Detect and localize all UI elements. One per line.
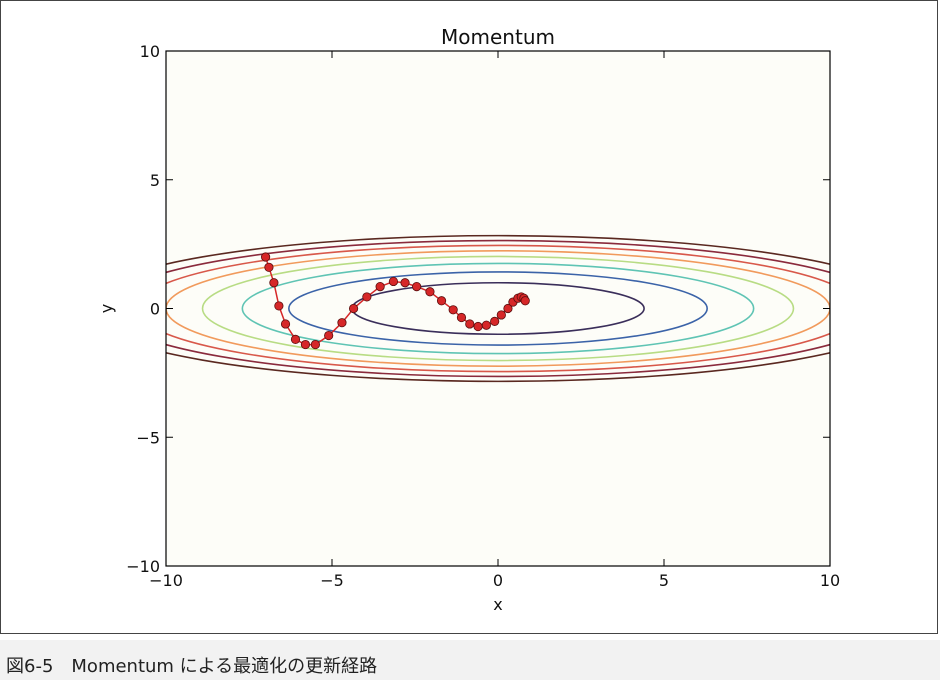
path-point	[375, 282, 385, 292]
y-tick-label: 0	[150, 300, 160, 319]
path-point	[290, 334, 301, 344]
path-point	[465, 319, 475, 329]
path-point	[503, 303, 513, 314]
contour-line-4	[166, 250, 830, 367]
x-axis-label: x	[493, 595, 502, 614]
path-point	[388, 276, 399, 287]
plot-area	[166, 51, 830, 566]
contour-line-3	[201, 255, 795, 362]
x-tick-label: 5	[659, 571, 669, 590]
path-point	[425, 287, 435, 297]
x-tick-label: 0	[493, 571, 503, 590]
path-point	[412, 282, 422, 292]
path-point	[348, 303, 359, 314]
path-point	[436, 296, 447, 306]
path-point	[264, 262, 274, 272]
path-point	[496, 310, 506, 320]
path-point	[400, 278, 410, 288]
y-tick-label: −5	[136, 428, 160, 447]
path-point	[310, 339, 320, 350]
path-point	[337, 318, 347, 328]
y-tick-label: 5	[150, 171, 160, 190]
contour-line-7	[166, 234, 830, 383]
path-point	[448, 305, 458, 315]
path-point	[520, 296, 530, 306]
momentum-chart: Momentum −10 −5 0 5 10 −10 −5 0 5 10 x y	[97, 25, 840, 614]
path-point	[269, 278, 279, 288]
path-point	[456, 312, 467, 323]
path-point	[280, 319, 291, 329]
path-point	[324, 330, 334, 341]
optimization-path	[260, 252, 530, 350]
tick-layer: −10 −5 0 5 10 −10 −5 0 5 10	[126, 42, 840, 590]
contour-line-6	[166, 239, 830, 378]
y-tick-label: 10	[140, 42, 160, 61]
x-tick-label: −5	[320, 571, 344, 590]
path-point	[260, 252, 271, 262]
path-point	[362, 292, 372, 302]
contour-line-5	[166, 244, 830, 373]
caption-bar: 図6-5 Momentum による最適化の更新経路	[0, 640, 940, 680]
chart-title: Momentum	[441, 25, 555, 49]
y-tick-label: −10	[126, 557, 160, 576]
x-tick-label: 10	[820, 571, 840, 590]
path-point	[481, 320, 491, 330]
figure-caption: 図6-5 Momentum による最適化の更新経路	[6, 656, 378, 677]
contour-line-1	[288, 271, 708, 346]
path-point	[274, 301, 284, 311]
path-point	[490, 316, 500, 326]
path-point	[300, 339, 311, 350]
path-point	[473, 321, 483, 332]
x-tick-label: −10	[149, 571, 183, 590]
y-axis-label: y	[97, 304, 116, 313]
contour-line-2	[241, 262, 755, 355]
